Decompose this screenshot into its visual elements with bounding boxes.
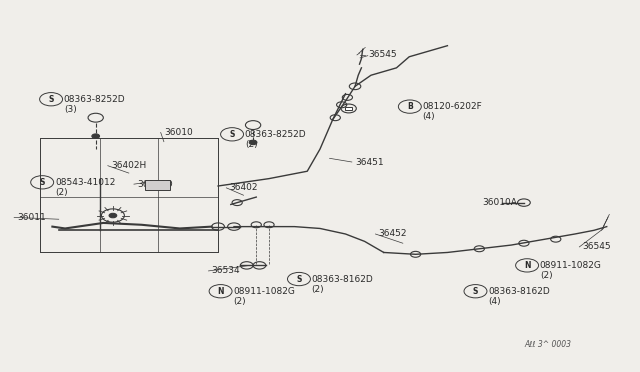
Text: (2): (2) xyxy=(55,188,68,197)
Text: 36452: 36452 xyxy=(379,230,407,238)
Text: 36534: 36534 xyxy=(212,266,240,275)
Text: S: S xyxy=(49,95,54,104)
Circle shape xyxy=(92,134,100,138)
Text: 36545: 36545 xyxy=(368,51,396,60)
Text: Aℓℓ 3^ 0003: Aℓℓ 3^ 0003 xyxy=(524,340,571,349)
Text: 08363-8252D: 08363-8252D xyxy=(64,95,125,104)
Text: 08543-41012: 08543-41012 xyxy=(55,178,115,187)
Text: (4): (4) xyxy=(422,112,435,121)
Text: 36010: 36010 xyxy=(164,128,193,137)
Text: S: S xyxy=(473,287,478,296)
Text: N: N xyxy=(524,261,531,270)
Text: 36010A: 36010A xyxy=(483,198,517,207)
Bar xyxy=(345,107,353,110)
Bar xyxy=(145,180,170,190)
Text: 08911-1082G: 08911-1082G xyxy=(540,261,602,270)
Text: S: S xyxy=(296,275,301,283)
Text: N: N xyxy=(218,287,224,296)
Text: (2): (2) xyxy=(540,271,552,280)
Text: S: S xyxy=(229,130,235,139)
Text: (2): (2) xyxy=(234,297,246,306)
Text: B: B xyxy=(407,102,413,111)
Circle shape xyxy=(249,140,257,145)
Text: 36451: 36451 xyxy=(355,157,383,167)
Text: (4): (4) xyxy=(488,297,501,306)
Text: S: S xyxy=(40,178,45,187)
Text: (2): (2) xyxy=(245,140,257,149)
Text: 36402: 36402 xyxy=(230,183,258,192)
Circle shape xyxy=(109,213,116,218)
Text: 08911-1082G: 08911-1082G xyxy=(234,287,295,296)
Text: 36545: 36545 xyxy=(582,243,611,251)
Text: 08363-8162D: 08363-8162D xyxy=(312,275,374,283)
Text: 36402H: 36402H xyxy=(111,161,147,170)
Text: 08363-8252D: 08363-8252D xyxy=(245,130,307,139)
Text: 08363-8162D: 08363-8162D xyxy=(488,287,550,296)
Text: (3): (3) xyxy=(64,105,77,115)
Text: 08120-6202F: 08120-6202F xyxy=(422,102,483,111)
Text: 36010D: 36010D xyxy=(137,180,173,189)
Text: (2): (2) xyxy=(312,285,324,294)
Text: 36011: 36011 xyxy=(17,213,46,222)
